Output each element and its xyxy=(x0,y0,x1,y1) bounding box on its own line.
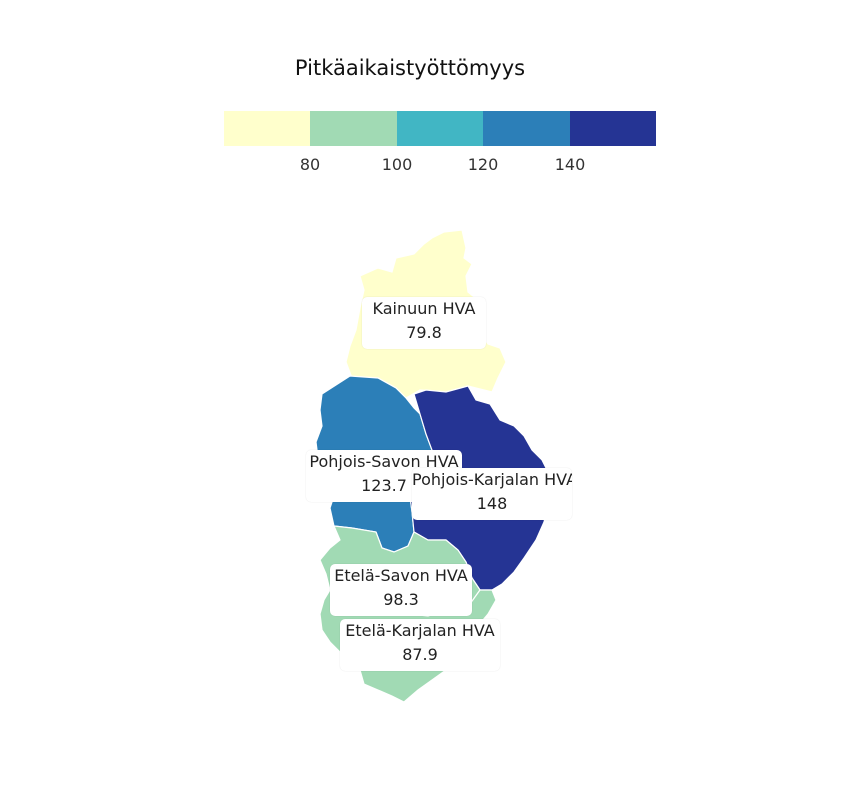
label-etela-karjala-value: 87.9 xyxy=(402,645,438,664)
legend-tick-80: 80 xyxy=(299,155,321,174)
color-legend xyxy=(224,111,657,146)
legend-title: Pitkäaikaistyöttömyys xyxy=(294,56,526,80)
label-etela-savo-value: 98.3 xyxy=(383,590,419,609)
legend-tick-100: 100 xyxy=(381,155,413,174)
label-pohjois-karjala-name: Pohjois-Karjalan HVA xyxy=(412,470,572,489)
legend-swatch-4 xyxy=(483,111,570,146)
legend-swatch-1 xyxy=(224,111,311,146)
label-etela-savo: Etelä-Savon HVA 98.3 xyxy=(330,564,472,616)
legend-swatch-5 xyxy=(569,111,657,146)
label-etela-karjala: Etelä-Karjalan HVA 87.9 xyxy=(340,619,500,671)
label-kainuu-name: Kainuun HVA xyxy=(372,299,476,318)
legend-swatch-3 xyxy=(396,111,484,146)
legend-tick-120: 120 xyxy=(467,155,499,174)
legend-tick-140: 140 xyxy=(554,155,586,174)
label-pohjois-savo-name: Pohjois-Savon HVA xyxy=(309,452,459,471)
label-etela-karjala-name: Etelä-Karjalan HVA xyxy=(345,621,495,640)
label-pohjois-karjala-value: 148 xyxy=(476,494,508,513)
label-kainuu: Kainuun HVA 79.8 xyxy=(362,297,486,349)
label-kainuu-value: 79.8 xyxy=(406,323,442,342)
label-etela-savo-name: Etelä-Savon HVA xyxy=(334,566,468,585)
label-pohjois-karjala: Pohjois-Karjalan HVA 148 xyxy=(412,468,572,520)
label-pohjois-savo-value: 123.7 xyxy=(361,476,407,495)
legend-swatch-2 xyxy=(310,111,397,146)
